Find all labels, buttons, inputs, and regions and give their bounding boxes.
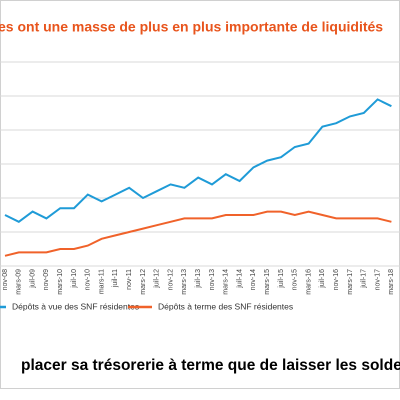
x-tick-label: mars-11 <box>98 269 105 294</box>
x-tick-label: nov-10 <box>85 269 92 291</box>
x-tick-label: nov-09 <box>43 269 50 291</box>
x-tick-label: mars-10 <box>57 269 64 295</box>
series-line <box>4 98 392 223</box>
chart-title: es ont une masse de plus en plus importa… <box>0 19 383 35</box>
x-tick-label: nov-16 <box>333 269 340 291</box>
x-tick-label: mars-18 <box>388 269 395 295</box>
legend-label: Dépôts à terme des SNF résidentes <box>158 301 293 311</box>
x-tick-label: mars-15 <box>264 269 271 295</box>
x-tick-label: mars-16 <box>305 269 312 295</box>
x-tick-label: nov-13 <box>209 269 216 291</box>
series-line <box>4 210 392 257</box>
x-tick-label: mars-17 <box>347 269 354 295</box>
x-tick-label: juil-11 <box>112 269 119 288</box>
x-tick-label: mars-13 <box>181 269 188 295</box>
x-tick-label: mars-14 <box>223 269 230 295</box>
x-tick-label: mars-12 <box>140 269 147 295</box>
footer-text: placer sa trésorerie à terme que de lais… <box>21 357 400 374</box>
x-tick-label: nov-11 <box>126 269 133 290</box>
x-tick-label: juil-16 <box>319 269 326 289</box>
x-tick-label: nov-12 <box>167 269 174 291</box>
x-tick-label: mars-09 <box>16 269 23 295</box>
x-tick-label: nov-08 <box>2 269 9 291</box>
x-tick-label: juil-09 <box>29 269 36 289</box>
x-tick-label: juil-14 <box>236 269 243 289</box>
x-tick-label: juil-15 <box>278 269 285 289</box>
x-tick-label: juil-12 <box>154 269 161 289</box>
x-tick-label: juil-13 <box>195 269 202 289</box>
x-tick-label: nov-15 <box>292 269 299 291</box>
legend-label: Dépôts à vue des SNF résidentes <box>12 301 139 311</box>
x-tick-label: nov-17 <box>374 269 381 291</box>
x-tick-label: nov-14 <box>250 269 257 291</box>
x-tick-label: juil-10 <box>71 269 78 289</box>
x-tick-label: juil-17 <box>361 269 368 289</box>
